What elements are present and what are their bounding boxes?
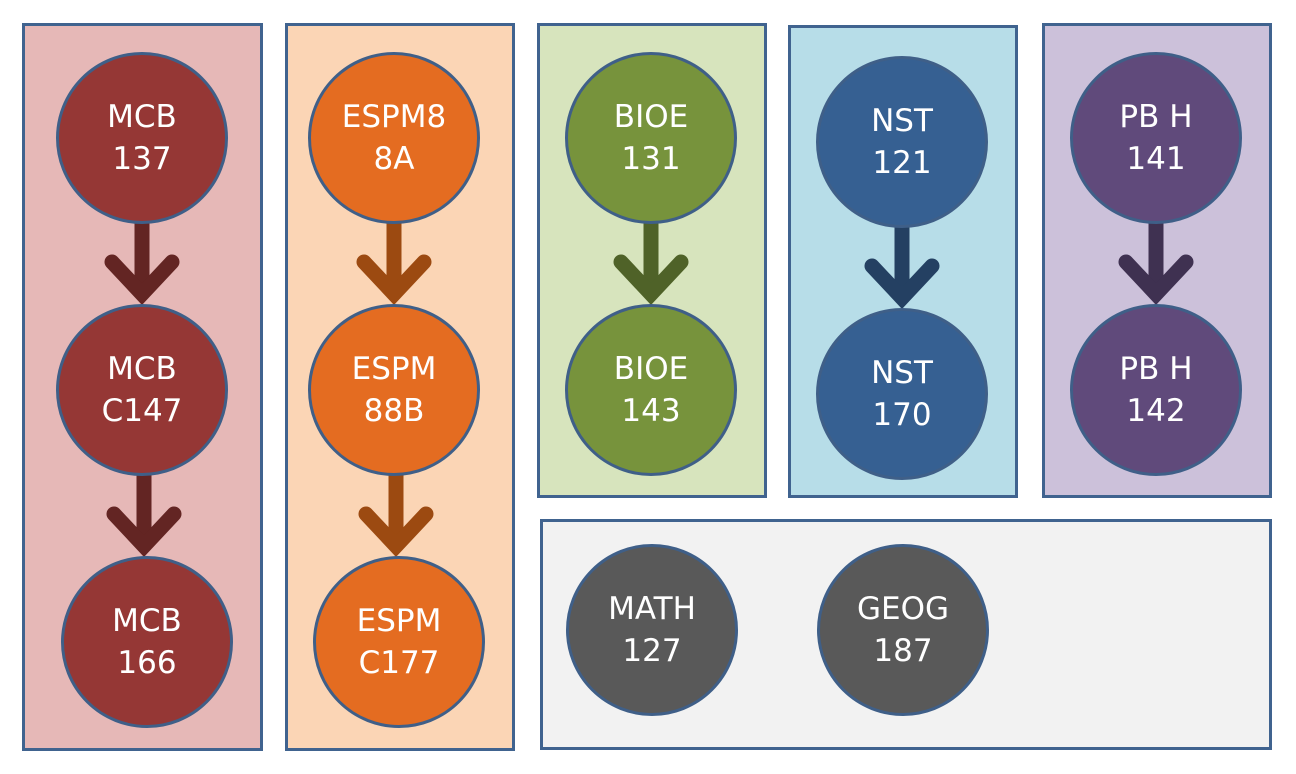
- node-mcb-166: MCB 166: [61, 556, 233, 728]
- node-number: 137: [112, 141, 172, 177]
- node-espm-8a: ESPM8 8A: [308, 52, 480, 224]
- node-espm-c177: ESPM C177: [313, 556, 485, 728]
- node-math-127: MATH 127: [566, 544, 738, 716]
- node-label: NST: [871, 355, 933, 391]
- node-label: ESPM: [356, 603, 442, 639]
- arrow-mcb-2: [106, 470, 182, 557]
- arrow-bioe-1: [613, 218, 689, 305]
- node-number: 121: [872, 145, 932, 181]
- node-pbh-142: PB H 142: [1070, 304, 1242, 476]
- node-number: 8A: [373, 141, 415, 177]
- node-number: 187: [873, 633, 933, 669]
- node-label: MCB: [112, 603, 182, 639]
- node-number: C177: [358, 645, 440, 681]
- node-number: 127: [622, 633, 682, 669]
- node-label: ESPM: [351, 351, 437, 387]
- arrow-head: [613, 254, 689, 305]
- node-label: NST: [871, 103, 933, 139]
- node-geog-187: GEOG 187: [817, 544, 989, 716]
- arrow-nst-1: [864, 222, 940, 309]
- node-label: BIOE: [613, 351, 689, 387]
- node-label: ESPM8: [341, 99, 447, 135]
- node-label: MATH: [608, 591, 696, 627]
- node-number: 166: [117, 645, 177, 681]
- node-number: 143: [621, 393, 681, 429]
- node-pbh-141: PB H 141: [1070, 52, 1242, 224]
- node-label: GEOG: [856, 591, 950, 627]
- arrow-espm-2: [358, 470, 434, 557]
- node-number: 131: [621, 141, 681, 177]
- node-label: BIOE: [613, 99, 689, 135]
- arrow-head: [104, 254, 180, 305]
- node-bioe-143: BIOE 143: [565, 304, 737, 476]
- arrow-head: [1118, 254, 1194, 305]
- node-label: PB H: [1119, 99, 1193, 135]
- arrow-espm-1: [356, 218, 432, 305]
- node-number: 88B: [363, 393, 425, 429]
- node-number: 141: [1126, 141, 1186, 177]
- node-mcb-c147: MCB C147: [56, 304, 228, 476]
- node-label: PB H: [1119, 351, 1193, 387]
- arrow-head: [358, 506, 434, 557]
- arrow-head: [106, 506, 182, 557]
- arrow-head: [356, 254, 432, 305]
- node-nst-121: NST 121: [816, 56, 988, 228]
- node-label: MCB: [107, 351, 177, 387]
- arrow-pbh-1: [1118, 218, 1194, 305]
- node-espm-88b: ESPM 88B: [308, 304, 480, 476]
- node-mcb-137: MCB 137: [56, 52, 228, 224]
- node-number: 142: [1126, 393, 1186, 429]
- node-number: 170: [872, 397, 932, 433]
- arrow-mcb-1: [104, 218, 180, 305]
- node-label: MCB: [107, 99, 177, 135]
- node-number: C147: [101, 393, 183, 429]
- arrow-head: [864, 258, 940, 309]
- node-bioe-131: BIOE 131: [565, 52, 737, 224]
- node-nst-170: NST 170: [816, 308, 988, 480]
